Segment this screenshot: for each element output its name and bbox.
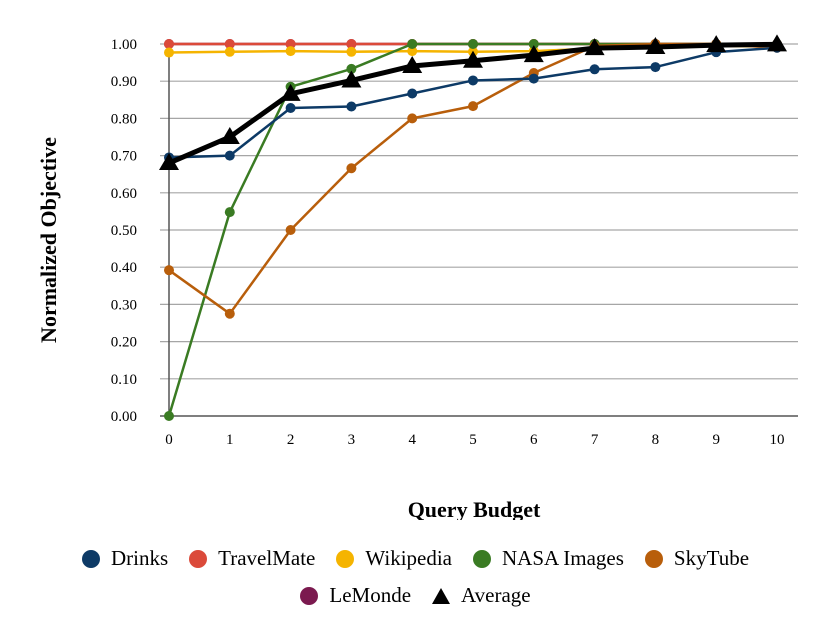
data-point <box>285 102 296 113</box>
triangle-icon <box>432 587 451 604</box>
y-tick-label: 0.50 <box>111 223 137 239</box>
legend-label: Drinks <box>110 546 169 570</box>
y-tick-label: 0.60 <box>111 186 137 202</box>
legend-item-skytube: SkyTube <box>644 546 749 571</box>
legend-label: TravelMate <box>218 546 316 570</box>
legend-item-wikipedia: Wikipedia <box>335 546 452 571</box>
data-point <box>224 39 235 49</box>
data-point <box>164 411 174 421</box>
grid-lines <box>160 43 798 380</box>
data-point <box>407 113 418 124</box>
circle-icon <box>189 549 208 568</box>
data-point <box>407 46 418 57</box>
data-point <box>224 207 235 218</box>
x-tick-label: 3 <box>348 432 356 448</box>
y-tick-label: 0.80 <box>111 111 137 127</box>
circle-icon <box>300 586 319 605</box>
x-tick-label: 9 <box>712 432 720 448</box>
x-tick-label: 6 <box>530 432 538 448</box>
circle-icon <box>81 549 100 568</box>
legend-item-drinks: Drinks <box>81 546 168 571</box>
data-point <box>402 55 423 73</box>
data-point <box>706 35 727 53</box>
data-point <box>584 38 605 56</box>
data-point <box>468 39 478 49</box>
x-tick-label: 0 <box>165 432 173 448</box>
data-point <box>285 225 296 235</box>
data-point <box>589 64 600 75</box>
data-point <box>280 83 301 101</box>
data-point <box>224 308 235 319</box>
legend-label: Wikipedia <box>365 546 452 570</box>
data-point <box>767 34 787 52</box>
y-tick-label: 0.20 <box>111 335 137 351</box>
x-tick-label: 2 <box>287 432 295 448</box>
data-point <box>164 265 174 276</box>
data-point <box>528 73 539 84</box>
data-point <box>346 39 357 49</box>
x-axis-title: Query Budget <box>408 497 541 520</box>
y-tick-label: 0.90 <box>111 74 137 90</box>
legend-label: LeMonde <box>329 583 412 607</box>
data-point <box>285 46 296 57</box>
data-point <box>341 70 362 88</box>
legend-item-lemonde: LeMonde <box>299 583 411 608</box>
y-tick-label: 0.30 <box>111 297 137 313</box>
data-point <box>528 39 539 49</box>
legend-label: Average <box>461 583 531 607</box>
series-average <box>159 34 787 171</box>
x-tick-label: 1 <box>226 432 234 448</box>
y-tick-label: 0.40 <box>111 260 137 276</box>
data-point <box>407 39 418 49</box>
y-tick-label: 0.70 <box>111 149 137 165</box>
data-point <box>407 88 418 99</box>
data-point <box>468 75 478 86</box>
circle-icon <box>336 549 355 568</box>
legend-item-travelmate: TravelMate <box>188 546 315 571</box>
data-point <box>285 39 296 49</box>
data-point <box>645 36 666 54</box>
x-tick-label: 8 <box>652 432 660 448</box>
circle-icon <box>473 549 491 568</box>
legend-row-1: Drinks TravelMate Wikipedia NASA Images SkyT… <box>0 546 830 571</box>
data-point <box>164 39 174 49</box>
y-tick-labels: 0.00 0.10 0.20 0.30 0.40 0.50 0.60 0.70 0.80 0.90… <box>111 37 137 425</box>
data-point <box>346 101 357 112</box>
x-tick-label: 7 <box>591 432 599 448</box>
data-point <box>463 50 483 68</box>
circle-icon <box>644 549 663 568</box>
legend-row-2: LeMonde Average <box>0 583 830 608</box>
data-point <box>346 163 357 174</box>
y-tick-label: 0.10 <box>111 372 137 388</box>
y-tick-label: 1.00 <box>111 37 137 53</box>
data-point <box>224 46 235 57</box>
data-point <box>523 45 544 63</box>
data-point <box>159 153 179 171</box>
x-tick-label: 10 <box>770 432 785 448</box>
line-chart: 0.00 0.10 0.20 0.30 0.40 0.50 0.60 0.70 0.80 0.90… <box>36 34 798 520</box>
series-drinks <box>164 42 782 163</box>
data-point <box>346 46 357 57</box>
series-group <box>159 34 787 421</box>
legend-item-nasa-images: NASA Images <box>472 546 624 571</box>
y-tick-label: 0.00 <box>111 409 137 425</box>
data-point <box>224 150 235 161</box>
data-point <box>346 63 357 74</box>
legend-label: NASA Images <box>502 546 624 570</box>
data-point <box>468 101 478 112</box>
y-axis-title: Normalized Objective <box>36 137 61 343</box>
data-point <box>650 62 661 73</box>
data-point <box>164 47 174 58</box>
legend-label: SkyTube <box>673 546 750 570</box>
x-tick-label: 5 <box>469 432 477 448</box>
legend-item-average: Average <box>431 583 531 608</box>
data-point <box>219 127 240 144</box>
x-tick-label: 4 <box>408 432 416 448</box>
x-tick-labels: 0 1 2 3 4 5 6 7 8 9 10 <box>165 432 784 448</box>
